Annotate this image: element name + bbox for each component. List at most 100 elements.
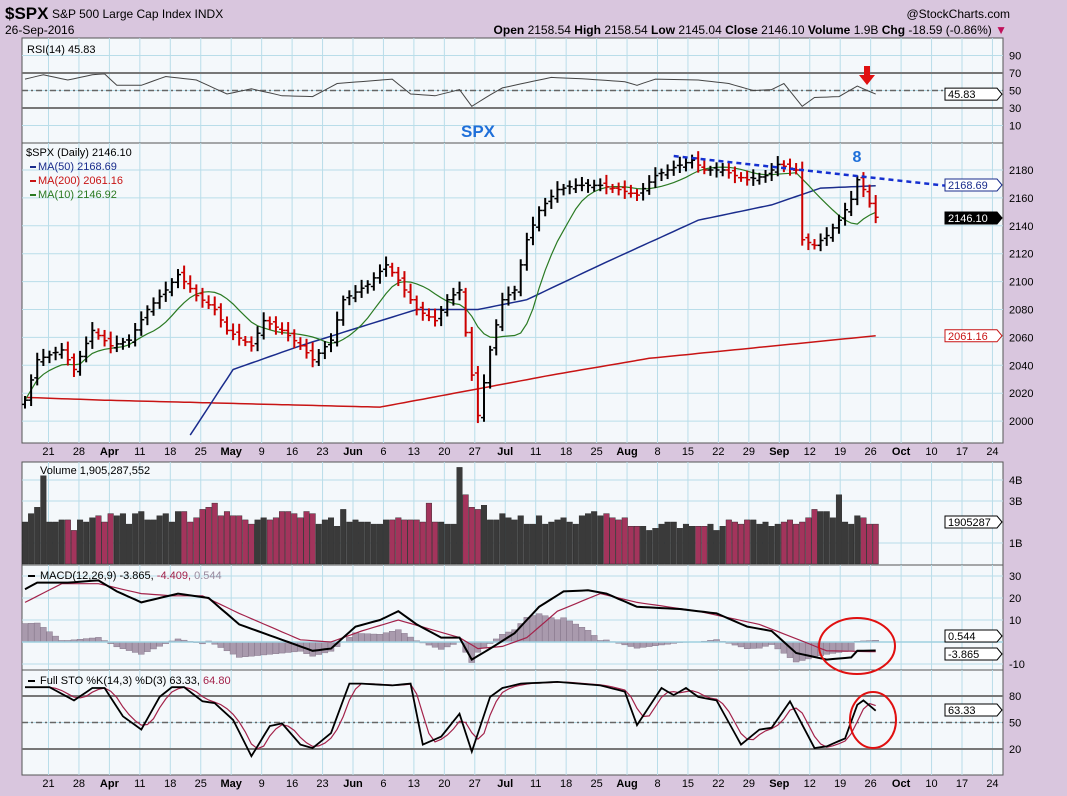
- ma200-value-tag-box: [944, 329, 1003, 343]
- price-bar: [597, 178, 604, 192]
- price-bar: [474, 365, 481, 424]
- volume-bar: [126, 523, 133, 565]
- price-bar: [780, 160, 787, 173]
- high-label: High: [574, 23, 601, 37]
- price-bar: [46, 350, 53, 364]
- price-bar: [627, 184, 634, 198]
- x-axis-label: 11: [530, 778, 541, 790]
- macd-histogram-bar: [321, 641, 329, 654]
- price-bar: [352, 285, 359, 303]
- macd-histogram-bar: [743, 641, 751, 649]
- price-bar: [762, 170, 769, 183]
- price-bar: [774, 156, 781, 177]
- volume-bar: [328, 517, 335, 565]
- price-bar: [309, 342, 316, 368]
- macd-histogram-bar: [358, 633, 365, 643]
- volume-bar: [223, 511, 230, 565]
- x-axis-label: Jul: [497, 778, 513, 790]
- x-axis-label: 6: [380, 778, 386, 790]
- volume-bar: [450, 523, 457, 565]
- volume-bar: [389, 519, 396, 565]
- volume-bar: [83, 521, 90, 565]
- volume-bar: [358, 521, 365, 565]
- x-axis-label: 16: [286, 778, 298, 790]
- volume-bar: [193, 517, 200, 565]
- volume-bar: [768, 526, 775, 565]
- price-bar: [634, 189, 640, 201]
- price-tick-label: 2160: [1009, 193, 1033, 205]
- macd-legend-main: MACD(12,26,9) -3.865,: [40, 570, 154, 582]
- volume-bar: [493, 519, 500, 565]
- volume-bar: [187, 521, 194, 565]
- price-bar: [438, 306, 445, 327]
- price-bar: [236, 323, 243, 346]
- ma200-line: [24, 335, 876, 408]
- macd-histogram-bar: [584, 630, 592, 643]
- x-axis-label: 18: [560, 446, 572, 458]
- x-axis-label: 24: [986, 446, 998, 458]
- macd-histogram-bar: [266, 641, 273, 655]
- volume-bar: [132, 513, 139, 565]
- volume-bar: [113, 515, 120, 565]
- sto-k-line: [25, 680, 877, 758]
- volume-bar: [119, 513, 126, 565]
- volume-bar: [634, 526, 641, 565]
- price-bar: [591, 179, 598, 192]
- price-bar: [738, 172, 745, 182]
- price-bar: [364, 280, 371, 294]
- price-bar: [95, 328, 102, 340]
- price-bar: [725, 161, 732, 179]
- macd-swatch: [28, 575, 35, 577]
- volume-bar: [474, 509, 481, 565]
- volume-bar: [468, 507, 475, 565]
- price-bar: [719, 163, 726, 177]
- macd-histogram-bar: [370, 633, 378, 643]
- price-tick-label: 2000: [1009, 416, 1033, 428]
- macd-histogram-bar: [590, 635, 598, 643]
- price-bar: [83, 336, 90, 363]
- volume-bar: [676, 528, 683, 565]
- x-axis-label: 9: [259, 446, 265, 458]
- price-bar: [566, 180, 573, 195]
- volume-bar: [621, 517, 628, 565]
- volume-bar: [866, 523, 873, 565]
- volume-bar: [591, 511, 598, 565]
- x-axis-label: 25: [590, 778, 602, 790]
- price-bar: [40, 348, 47, 366]
- x-axis-label: 11: [134, 446, 145, 458]
- volume-bar: [303, 511, 310, 565]
- macd-histogram-bar: [376, 634, 384, 643]
- volume-bar: [266, 519, 273, 565]
- macd-hist-value-tag: 0.544: [944, 629, 1003, 643]
- price-bar: [744, 170, 751, 186]
- volume-bar: [438, 521, 445, 565]
- price-tick-label: 2180: [1009, 165, 1033, 177]
- x-axis-label: 11: [134, 778, 145, 790]
- price-bar: [370, 272, 377, 291]
- macd-hist-value-tag-text: 0.544: [948, 631, 976, 643]
- volume-bar: [542, 523, 549, 565]
- macd-histogram-bar: [34, 622, 41, 643]
- x-axis-label: 13: [408, 446, 420, 458]
- price-bar: [444, 294, 451, 317]
- volume-tick-label: 3B: [1009, 496, 1022, 508]
- volume-bar: [432, 521, 439, 565]
- x-axis-label: Sep: [769, 446, 789, 458]
- price-bar: [523, 232, 530, 271]
- sto-legend: Full STO %K(14,3) %D(3) 63.33, 64.80: [40, 675, 231, 687]
- price-bar: [70, 353, 77, 378]
- volume-bar: [554, 519, 561, 565]
- macd-histogram-bar: [829, 641, 837, 654]
- x-axis-label: 13: [408, 778, 420, 790]
- volume-bar: [603, 513, 610, 565]
- macd-histogram-bar: [27, 623, 35, 643]
- x-axis-label: 8: [654, 778, 660, 790]
- price-bar: [468, 326, 475, 381]
- volume-bar: [22, 521, 29, 565]
- macd-highlight-circle: [818, 617, 896, 675]
- price-bar: [77, 350, 84, 376]
- x-axis-label: Aug: [616, 446, 637, 458]
- macd-histogram-bar: [529, 615, 537, 643]
- down-arrow-icon: ▼: [995, 23, 1007, 37]
